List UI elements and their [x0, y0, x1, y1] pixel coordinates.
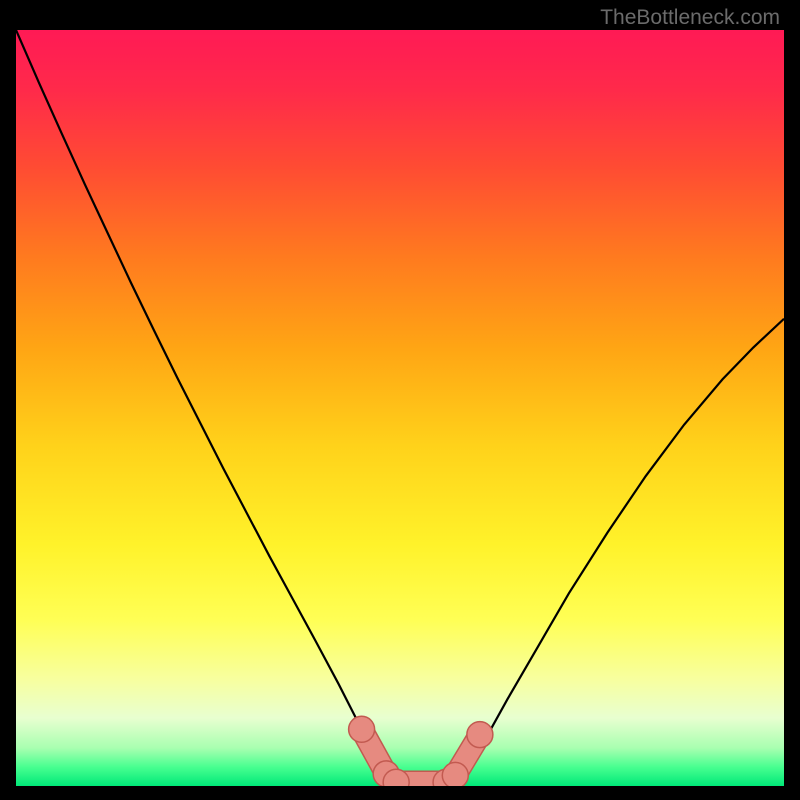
- chart-svg: [16, 30, 784, 786]
- chart-plot-area: [16, 30, 784, 786]
- watermark-text: TheBottleneck.com: [600, 6, 780, 30]
- gradient-background: [16, 30, 784, 786]
